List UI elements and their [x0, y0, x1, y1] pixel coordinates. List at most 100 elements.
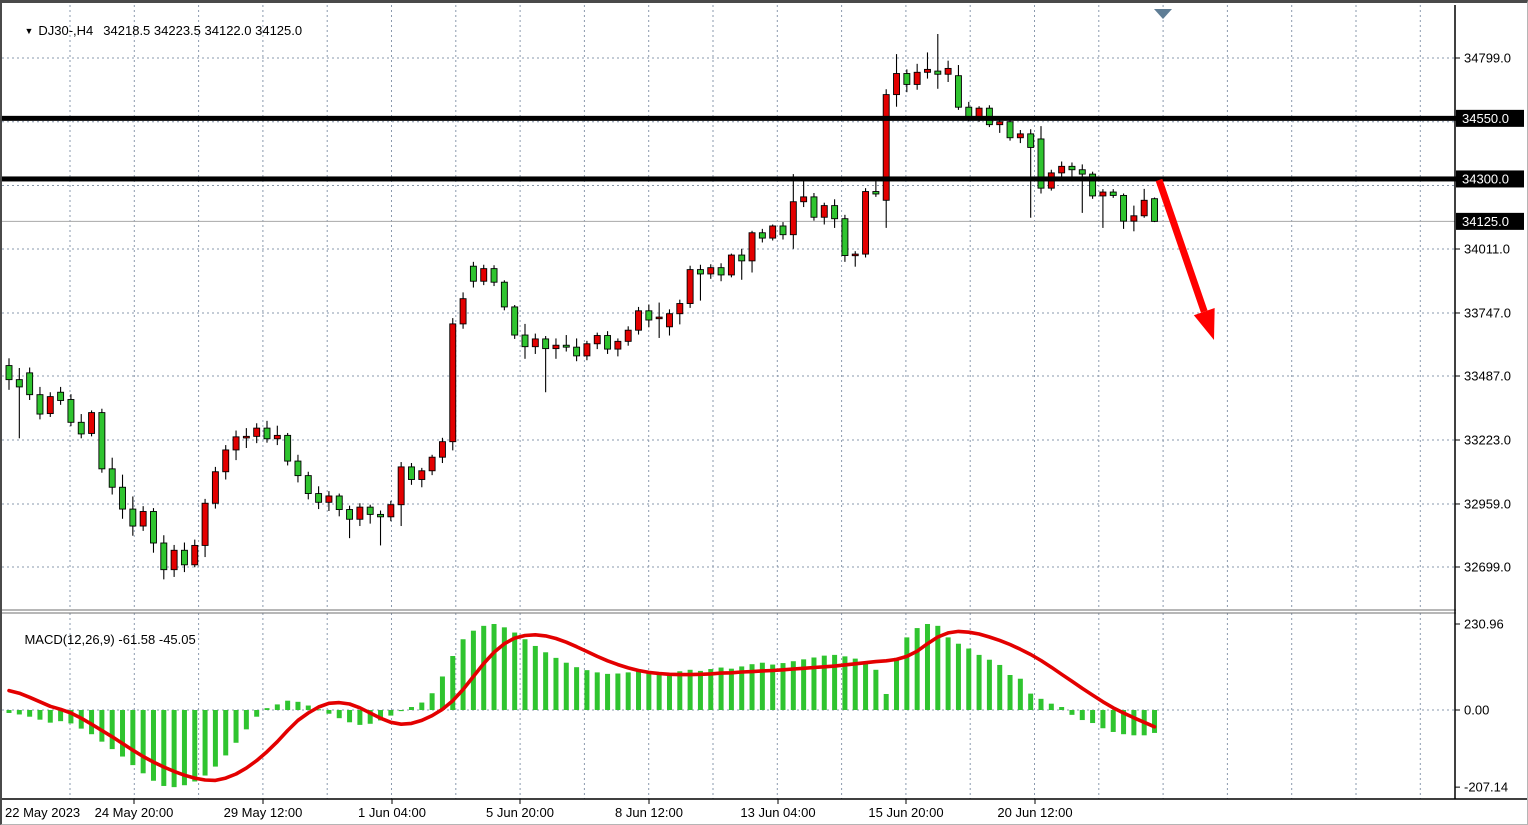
candle-body[interactable]: [201, 502, 209, 546]
macd-histogram-bar[interactable]: [522, 639, 528, 710]
price-level-line[interactable]: [2, 176, 1458, 182]
candle-body[interactable]: [686, 269, 694, 304]
candle-body[interactable]: [1006, 121, 1014, 139]
candle-body[interactable]: [129, 508, 137, 527]
candle-body[interactable]: [1151, 198, 1158, 222]
macd-histogram-bar[interactable]: [264, 708, 270, 710]
candle-body[interactable]: [191, 544, 199, 566]
candle-body[interactable]: [645, 310, 653, 321]
candle-body[interactable]: [934, 70, 942, 75]
candle-body[interactable]: [1068, 165, 1076, 171]
macd-histogram-bar[interactable]: [501, 627, 507, 710]
macd-histogram-bar[interactable]: [1007, 674, 1013, 710]
macd-histogram-bar[interactable]: [1059, 707, 1065, 710]
candle-body[interactable]: [893, 73, 900, 96]
macd-histogram-bar[interactable]: [728, 668, 734, 710]
macd-histogram-bar[interactable]: [161, 710, 167, 786]
candle-body[interactable]: [851, 253, 859, 257]
macd-histogram-bar[interactable]: [749, 664, 755, 710]
macd-histogram-bar[interactable]: [1048, 703, 1054, 710]
macd-histogram-bar[interactable]: [914, 628, 920, 710]
macd-histogram-bar[interactable]: [718, 667, 724, 710]
candle-body[interactable]: [377, 513, 384, 518]
candle-body[interactable]: [315, 493, 323, 503]
macd-histogram-bar[interactable]: [945, 637, 951, 710]
candle-body[interactable]: [1016, 133, 1024, 139]
macd-histogram-bar[interactable]: [212, 710, 218, 767]
candle-body[interactable]: [1130, 215, 1138, 222]
macd-histogram-bar[interactable]: [976, 654, 982, 710]
candle-body[interactable]: [242, 435, 250, 439]
macd-histogram-bar[interactable]: [481, 625, 487, 710]
macd-histogram-bar[interactable]: [429, 693, 435, 710]
macd-histogram-bar[interactable]: [1069, 710, 1075, 715]
macd-histogram-bar[interactable]: [904, 637, 910, 710]
candle-body[interactable]: [273, 434, 281, 440]
macd-histogram-bar[interactable]: [739, 666, 745, 710]
candle-body[interactable]: [789, 201, 797, 236]
candle-body[interactable]: [1109, 191, 1117, 196]
macd-histogram-bar[interactable]: [770, 664, 776, 710]
macd-histogram-bar[interactable]: [109, 710, 115, 750]
macd-histogram-bar[interactable]: [697, 670, 703, 710]
candle-body[interactable]: [346, 509, 354, 520]
macd-histogram-bar[interactable]: [47, 710, 53, 723]
candle-body[interactable]: [449, 323, 457, 443]
macd-histogram-bar[interactable]: [708, 669, 714, 710]
macd-histogram-bar[interactable]: [605, 673, 611, 710]
macd-histogram-bar[interactable]: [966, 648, 972, 710]
macd-histogram-bar[interactable]: [357, 710, 363, 725]
macd-histogram-bar[interactable]: [305, 705, 311, 710]
macd-histogram-bar[interactable]: [543, 652, 549, 710]
candle-body[interactable]: [1089, 173, 1097, 197]
candle-body[interactable]: [459, 298, 467, 325]
candle-body[interactable]: [98, 412, 106, 470]
candle-body[interactable]: [36, 394, 44, 415]
macd-histogram-bar[interactable]: [336, 710, 342, 719]
candle-body[interactable]: [996, 121, 1004, 126]
candle-body[interactable]: [170, 549, 178, 571]
candle-body[interactable]: [882, 94, 890, 201]
macd-histogram-bar[interactable]: [935, 625, 941, 710]
candle-body[interactable]: [284, 434, 292, 462]
macd-histogram-bar[interactable]: [883, 693, 889, 710]
candle-body[interactable]: [954, 75, 962, 108]
candle-body[interactable]: [1099, 191, 1107, 197]
candle-body[interactable]: [542, 338, 550, 350]
candle-body[interactable]: [1078, 169, 1086, 175]
candle-body[interactable]: [593, 335, 601, 345]
candle-body[interactable]: [325, 495, 333, 503]
candle-body[interactable]: [294, 460, 302, 477]
candle-body[interactable]: [862, 191, 870, 255]
macd-histogram-bar[interactable]: [1100, 710, 1106, 729]
candle-body[interactable]: [1140, 199, 1148, 217]
candle-body[interactable]: [88, 412, 96, 434]
macd-histogram-bar[interactable]: [295, 701, 301, 710]
candle-body[interactable]: [46, 396, 54, 415]
macd-signal-line[interactable]: [7, 629, 1157, 783]
candle-body[interactable]: [614, 340, 622, 350]
macd-histogram-bar[interactable]: [68, 710, 74, 724]
macd-histogram-bar[interactable]: [1038, 698, 1044, 710]
price-chart-svg[interactable]: 34799.0 34011.0 33747.0 33487.0 33223.0 32959…: [2, 3, 1527, 824]
macd-histogram-bar[interactable]: [873, 669, 879, 710]
candle-body[interactable]: [1027, 133, 1035, 148]
candle-body[interactable]: [831, 205, 839, 220]
candle-body[interactable]: [758, 232, 766, 239]
macd-histogram-bar[interactable]: [99, 710, 105, 742]
candle-body[interactable]: [944, 67, 952, 75]
macd-histogram-bar[interactable]: [894, 657, 900, 710]
macd-histogram-bar[interactable]: [120, 710, 126, 757]
macd-histogram-bar[interactable]: [615, 673, 621, 710]
macd-histogram-bar[interactable]: [532, 645, 538, 710]
macd-histogram-bar[interactable]: [202, 710, 208, 776]
candle-body[interactable]: [872, 191, 880, 195]
macd-histogram-bar[interactable]: [171, 710, 177, 788]
candle-body[interactable]: [1037, 138, 1045, 189]
candle-body[interactable]: [253, 427, 261, 437]
macd-histogram-bar[interactable]: [130, 710, 136, 766]
candle-body[interactable]: [5, 365, 13, 381]
macd-histogram-bar[interactable]: [832, 654, 838, 710]
candle-body[interactable]: [820, 205, 828, 218]
candle-body[interactable]: [707, 267, 715, 275]
